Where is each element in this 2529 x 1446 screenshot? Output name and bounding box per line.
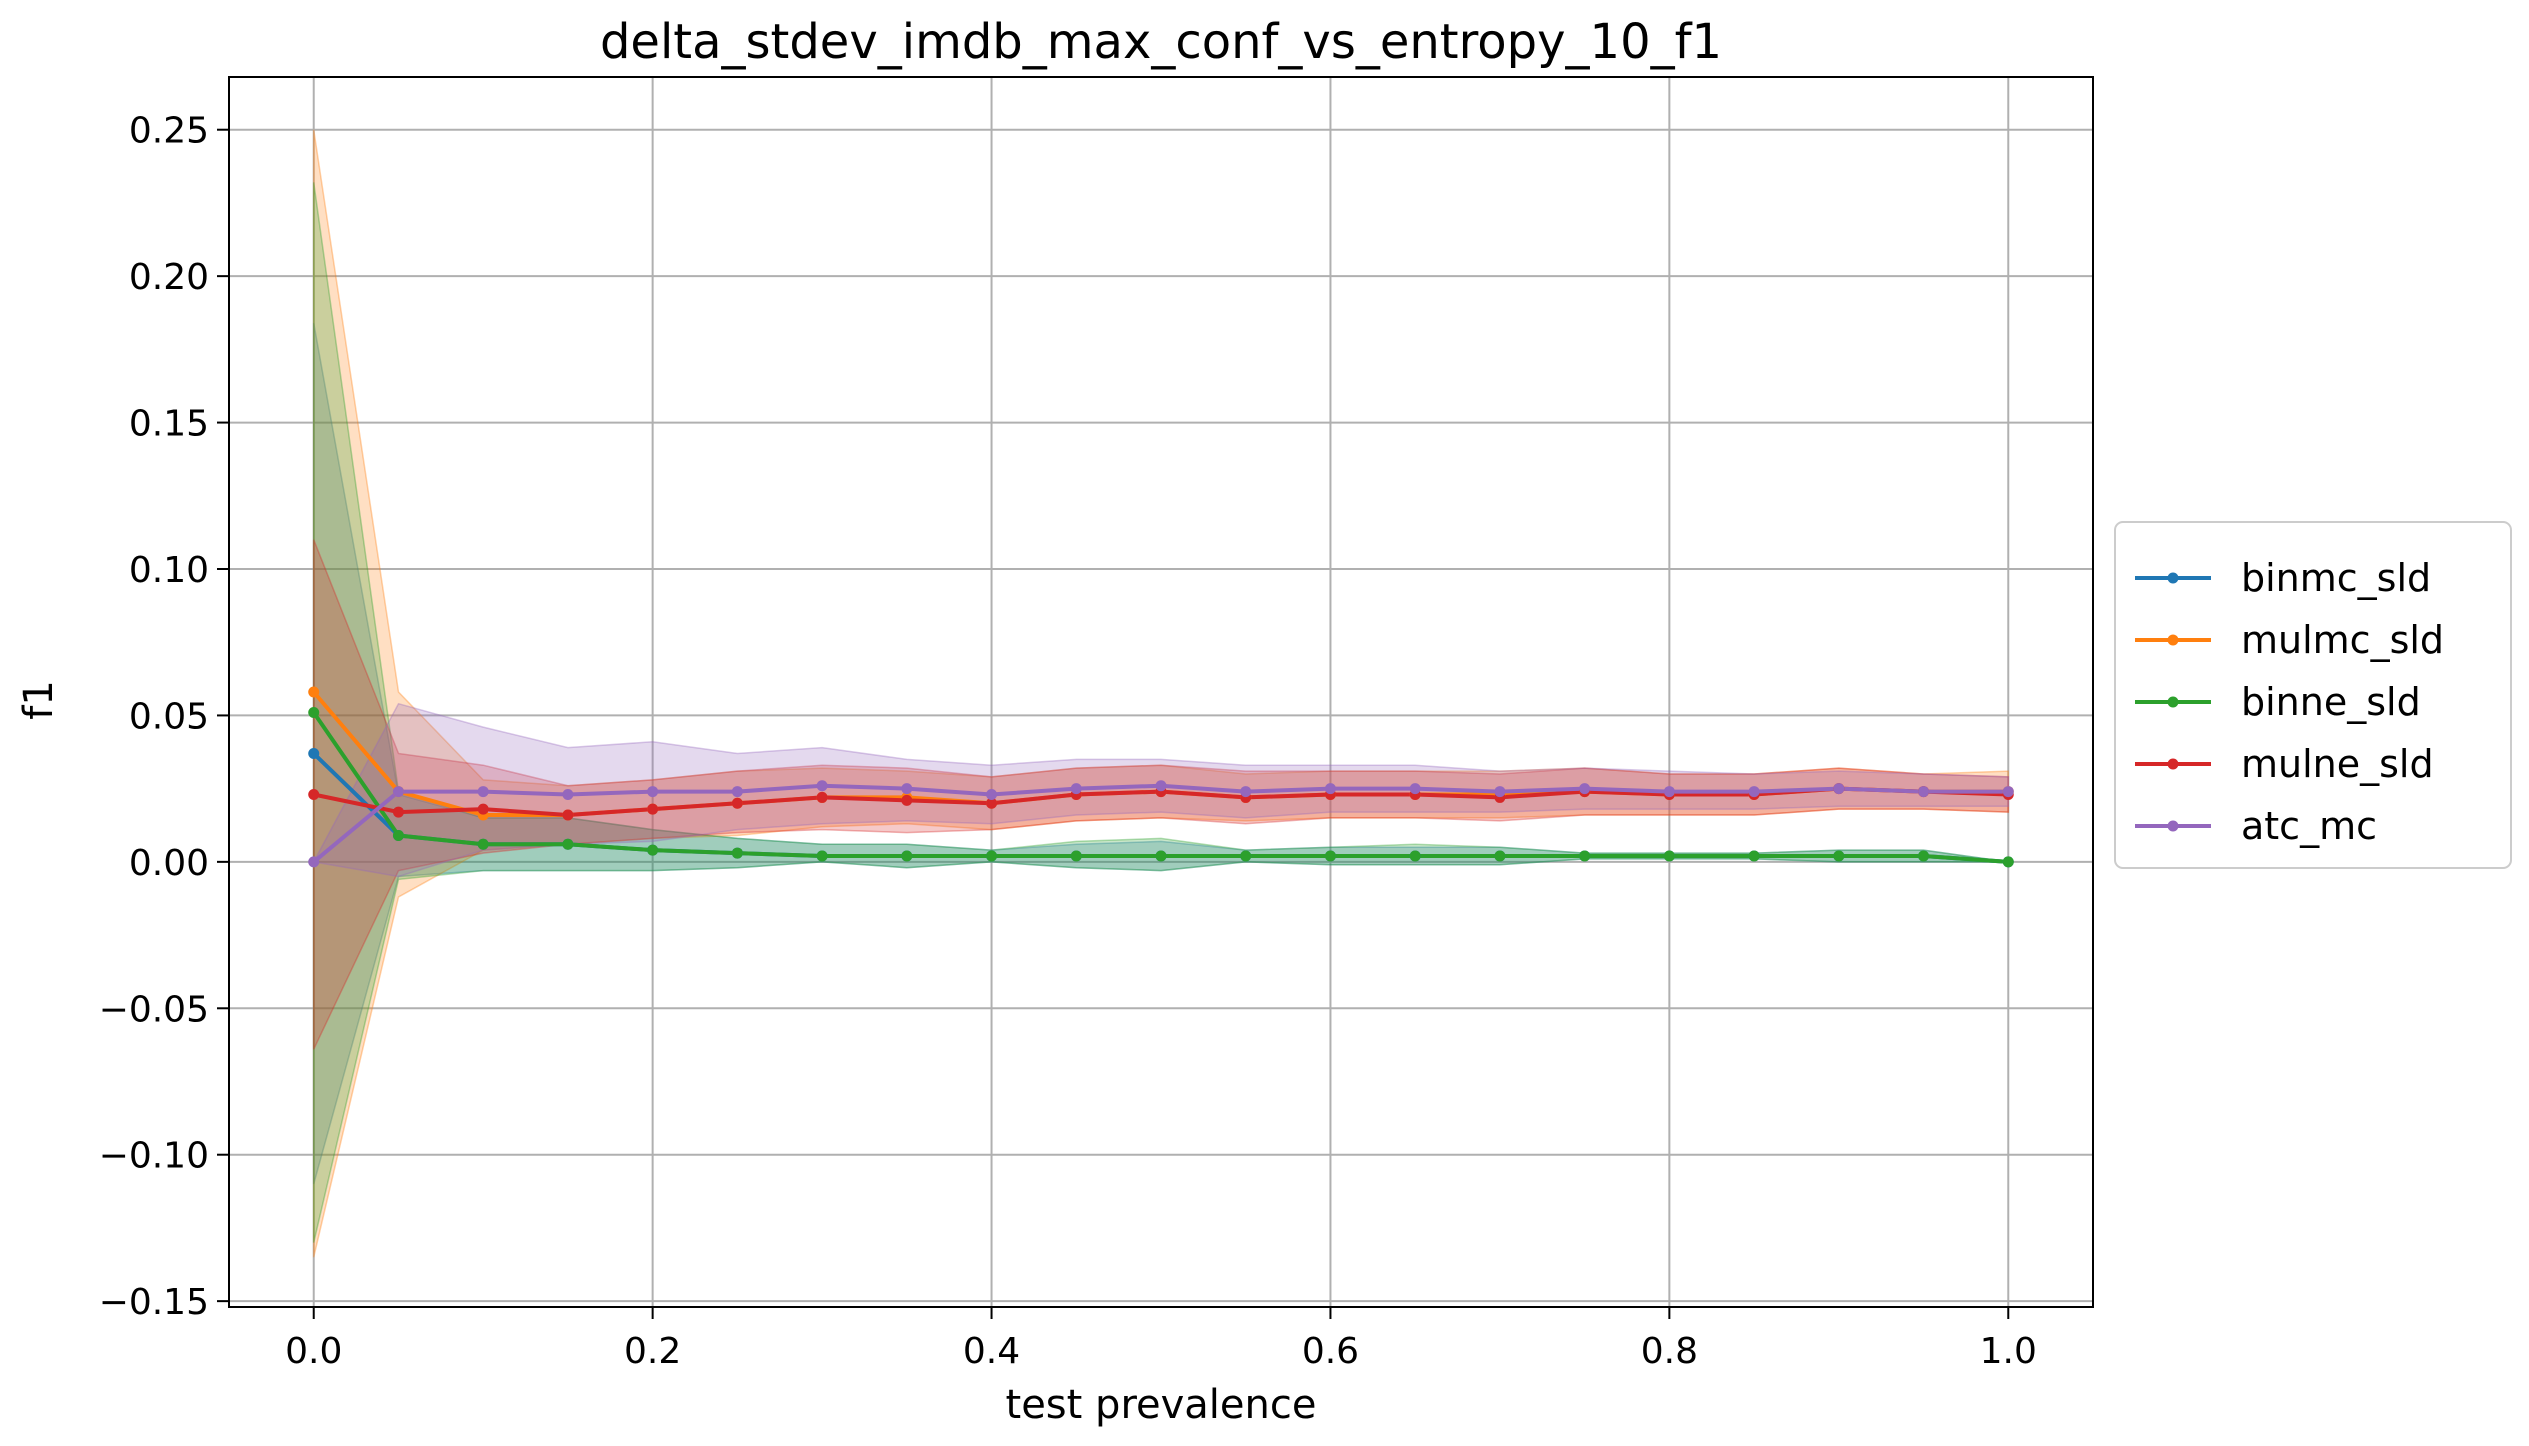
x-axis-label: test prevalence [1006, 1382, 1317, 1428]
data-point-binne_sld [1748, 850, 1760, 862]
data-point-atc_mc [477, 786, 489, 798]
y-tick-label: 0.25 [129, 111, 209, 152]
data-point-atc_mc [731, 786, 743, 798]
x-axis-ticks: 0.0 0.2 0.4 0.6 0.8 1.0 [285, 1307, 2037, 1372]
data-point-atc_mc [1494, 786, 1506, 798]
data-point-atc_mc [308, 856, 320, 868]
data-point-atc_mc [901, 783, 913, 795]
data-point-binne_sld [1155, 850, 1167, 862]
data-point-mulne_sld [477, 803, 489, 815]
data-point-binne_sld [1579, 850, 1591, 862]
data-point-mulne_sld [562, 809, 574, 821]
data-point-atc_mc [1579, 783, 1591, 795]
data-point-binne_sld [731, 847, 743, 859]
legend-marker-atc_mc [2167, 820, 2179, 832]
data-point-mulne_sld [816, 791, 828, 803]
data-point-atc_mc [816, 780, 828, 792]
legend-marker-mulmc_sld [2167, 634, 2179, 646]
y-tick-label: 0.20 [129, 257, 209, 298]
x-tick-label: 0.2 [624, 1331, 681, 1372]
data-point-mulne_sld [731, 797, 743, 809]
series-markers [308, 686, 2014, 868]
data-point-binne_sld [1409, 850, 1421, 862]
y-tick-label: −0.10 [99, 1136, 209, 1177]
data-point-binne_sld [308, 707, 320, 718]
data-point-binne_sld [1070, 850, 1082, 862]
data-point-binne_sld [986, 850, 998, 862]
data-point-atc_mc [392, 786, 404, 798]
data-point-binne_sld [647, 844, 659, 856]
y-axis-label: f1 [16, 680, 62, 720]
data-point-binne_sld [1918, 850, 1930, 862]
data-point-mulne_sld [901, 794, 913, 806]
data-point-binne_sld [1663, 850, 1675, 862]
legend: binmc_sld mulmc_sld binne_sld mulne_sld atc_… [2114, 521, 2512, 869]
data-point-binne_sld [901, 850, 913, 862]
legend-frame [2114, 521, 2512, 869]
data-point-atc_mc [1240, 786, 1252, 798]
data-point-binne_sld [816, 850, 828, 862]
data-point-binne_sld [1833, 850, 1845, 862]
data-point-binne_sld [1240, 850, 1252, 862]
data-point-atc_mc [1748, 786, 1760, 798]
data-point-mulne_sld [986, 797, 998, 809]
y-tick-label: −0.15 [99, 1282, 209, 1323]
legend-marker-binmc_sld [2167, 572, 2179, 584]
data-point-atc_mc [986, 789, 998, 800]
chart-title: delta_stdev_imdb_max_conf_vs_entropy_10_… [600, 14, 1722, 70]
data-point-binne_sld [1324, 850, 1336, 862]
y-tick-label: −0.05 [99, 989, 209, 1030]
std-band-binmc_sld [312, 322, 2009, 1185]
data-point-atc_mc [2002, 786, 2014, 798]
plot-frame [228, 76, 2094, 1308]
grid-lines [229, 77, 2093, 1307]
data-point-mulne_sld [392, 806, 404, 818]
y-tick-label: 0.10 [129, 550, 209, 591]
data-point-binmc_sld [308, 748, 320, 759]
y-tick-label: 0.00 [129, 843, 209, 884]
data-point-binne_sld [1494, 850, 1506, 862]
data-point-atc_mc [1324, 783, 1336, 795]
data-point-atc_mc [647, 786, 659, 798]
legend-label-mulne_sld: mulne_sld [2241, 742, 2434, 786]
x-tick-label: 0.8 [1641, 1331, 1698, 1372]
x-tick-label: 0.6 [1302, 1331, 1359, 1372]
legend-label-binne_sld: binne_sld [2241, 680, 2421, 724]
legend-marker-binne_sld [2167, 696, 2179, 708]
data-point-atc_mc [1663, 786, 1675, 798]
y-axis-ticks: −0.15 −0.10 −0.05 0.00 0.05 0.10 0.15 0.20 0.25 [99, 111, 229, 1323]
std-band-mulmc_sld [312, 129, 2010, 1258]
data-point-atc_mc [562, 789, 574, 800]
data-point-binne_sld [477, 838, 489, 850]
x-tick-label: 1.0 [1980, 1331, 2037, 1372]
x-tick-label: 0.4 [963, 1331, 1020, 1372]
data-point-atc_mc [1918, 786, 1930, 798]
x-tick-label: 0.0 [285, 1331, 342, 1372]
std-band-binne_sld [312, 182, 2009, 1243]
legend-marker-mulne_sld [2167, 758, 2179, 770]
data-point-mulne_sld [308, 789, 320, 800]
data-point-binne_sld [562, 838, 574, 850]
data-point-atc_mc [1833, 783, 1845, 795]
data-point-atc_mc [1409, 783, 1421, 795]
data-point-mulmc_sld [308, 686, 320, 698]
legend-label-atc_mc: atc_mc [2241, 804, 2377, 848]
data-point-atc_mc [1070, 783, 1082, 795]
data-point-binne_sld [392, 830, 404, 841]
data-point-binne_sld [2002, 856, 2014, 868]
data-point-mulne_sld [647, 803, 659, 815]
legend-label-mulmc_sld: mulmc_sld [2241, 618, 2444, 662]
y-tick-label: 0.15 [129, 404, 209, 445]
legend-label-binmc_sld: binmc_sld [2241, 556, 2431, 600]
y-tick-label: 0.05 [129, 696, 209, 737]
data-point-atc_mc [1155, 780, 1167, 792]
